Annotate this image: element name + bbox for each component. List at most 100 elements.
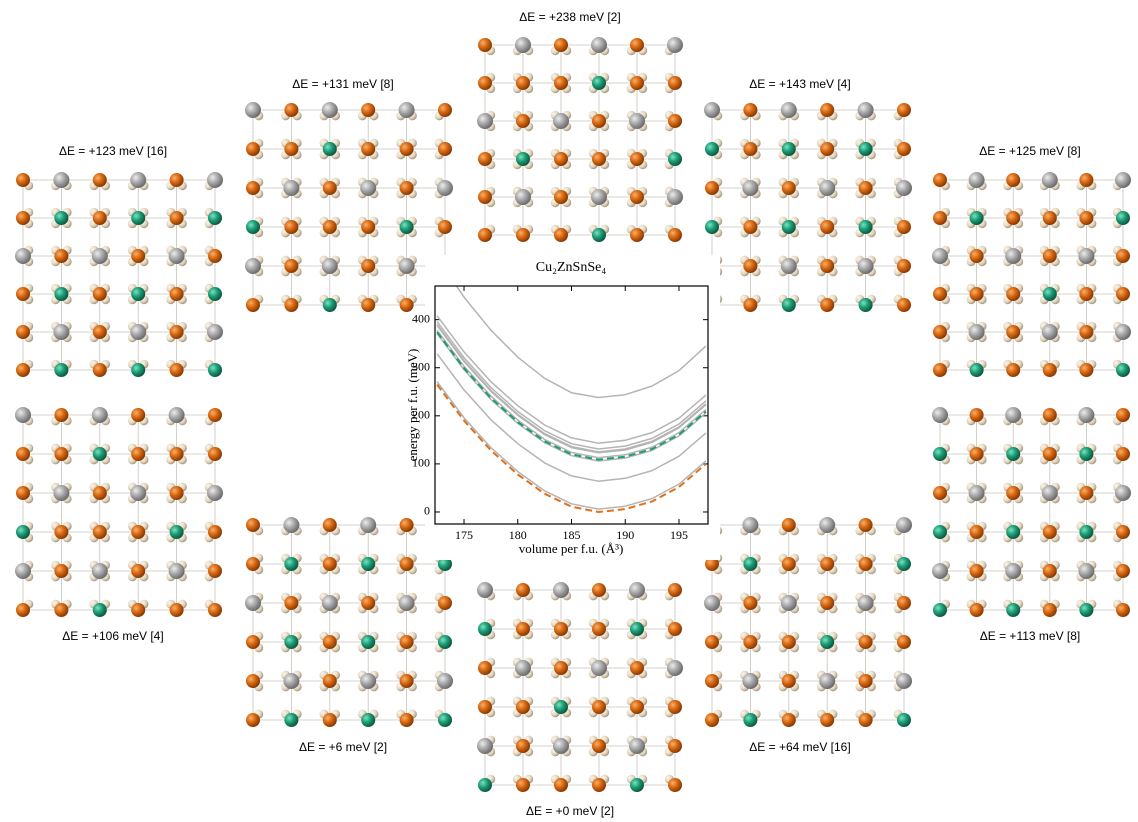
metal-atom — [743, 103, 757, 117]
metal-atom — [361, 557, 375, 571]
crystal-structure — [932, 172, 1131, 377]
metal-atom — [323, 635, 337, 649]
metal-atom — [361, 298, 375, 312]
metal-atom — [1043, 287, 1057, 301]
metal-atom — [933, 486, 947, 500]
metal-atom — [1078, 563, 1094, 579]
metal-atom — [1079, 287, 1093, 301]
metal-atom — [970, 564, 984, 578]
panel-label: ΔE = +113 meV [8] — [980, 629, 1081, 643]
metal-atom — [208, 564, 222, 578]
metal-atom — [208, 603, 222, 617]
metal-atom — [667, 37, 683, 53]
metal-atom — [361, 220, 375, 234]
metal-atom — [592, 583, 606, 597]
metal-atom — [1005, 248, 1021, 264]
metal-atom — [782, 142, 796, 156]
metal-atom — [516, 778, 530, 792]
metal-atom — [743, 635, 757, 649]
metal-atom — [1043, 408, 1057, 422]
metal-atom — [630, 661, 644, 675]
metal-atom — [1079, 603, 1093, 617]
metal-atom — [207, 485, 223, 501]
panel-label: ΔE = +6 meV [2] — [299, 740, 387, 754]
metal-atom — [820, 103, 834, 117]
metal-atom — [668, 152, 682, 166]
metal-atom — [54, 249, 68, 263]
metal-atom — [819, 673, 835, 689]
metal-atom — [933, 287, 947, 301]
metal-atom — [361, 259, 375, 273]
metal-atom — [554, 38, 568, 52]
y-tick-label: 0 — [424, 504, 430, 518]
metal-atom — [554, 152, 568, 166]
metal-atom — [630, 152, 644, 166]
metal-atom — [53, 172, 69, 188]
metal-atom — [1005, 407, 1021, 423]
metal-atom — [1116, 363, 1130, 377]
metal-atom — [591, 660, 607, 676]
metal-atom — [131, 249, 145, 263]
metal-atom — [743, 596, 757, 610]
metal-atom — [16, 325, 30, 339]
metal-atom — [970, 447, 984, 461]
metal-atom — [932, 248, 948, 264]
metal-atom — [245, 102, 261, 118]
metal-atom — [554, 700, 568, 714]
metal-atom — [1006, 173, 1020, 187]
metal-atom — [131, 363, 145, 377]
metal-atom — [820, 142, 834, 156]
metal-atom — [93, 447, 107, 461]
metal-atom — [246, 142, 260, 156]
metal-atom — [668, 700, 682, 714]
metal-atom — [897, 596, 911, 610]
metal-atom — [1043, 249, 1057, 263]
metal-atom — [208, 363, 222, 377]
metal-atom — [782, 557, 796, 571]
metal-atom — [516, 152, 530, 166]
metal-atom — [400, 557, 414, 571]
metal-atom — [15, 407, 31, 423]
metal-atom — [93, 287, 107, 301]
metal-atom — [16, 173, 30, 187]
metal-atom — [360, 517, 376, 533]
metal-atom — [284, 596, 298, 610]
metal-atom — [208, 211, 222, 225]
metal-atom — [208, 447, 222, 461]
metal-atom — [1116, 564, 1130, 578]
metal-atom — [1079, 325, 1093, 339]
metal-atom — [92, 407, 108, 423]
figure: ΔE = +123 meV [16]ΔE = +131 meV [8]ΔE = … — [0, 0, 1138, 822]
metal-atom — [246, 557, 260, 571]
metal-atom — [743, 259, 757, 273]
metal-atom — [591, 37, 607, 53]
metal-atom — [668, 739, 682, 753]
metal-atom — [438, 103, 452, 117]
metal-atom — [1006, 603, 1020, 617]
metal-atom — [820, 259, 834, 273]
metal-atom — [516, 76, 530, 90]
metal-atom — [360, 673, 376, 689]
metal-atom — [592, 739, 606, 753]
metal-atom — [93, 173, 107, 187]
metal-atom — [54, 447, 68, 461]
metal-atom — [1043, 603, 1057, 617]
metal-atom — [16, 287, 30, 301]
metal-atom — [781, 595, 797, 611]
metal-atom — [93, 211, 107, 225]
metal-atom — [284, 142, 298, 156]
metal-atom — [859, 674, 873, 688]
metal-atom — [781, 258, 797, 274]
metal-atom — [859, 142, 873, 156]
metal-atom — [782, 674, 796, 688]
metal-atom — [858, 258, 874, 274]
metal-atom — [897, 557, 911, 571]
metal-atom — [169, 407, 185, 423]
metal-atom — [323, 142, 337, 156]
metal-atom — [933, 525, 947, 539]
metal-atom — [92, 563, 108, 579]
metal-atom — [438, 635, 452, 649]
metal-atom — [323, 298, 337, 312]
metal-atom — [169, 563, 185, 579]
metal-atom — [516, 114, 530, 128]
